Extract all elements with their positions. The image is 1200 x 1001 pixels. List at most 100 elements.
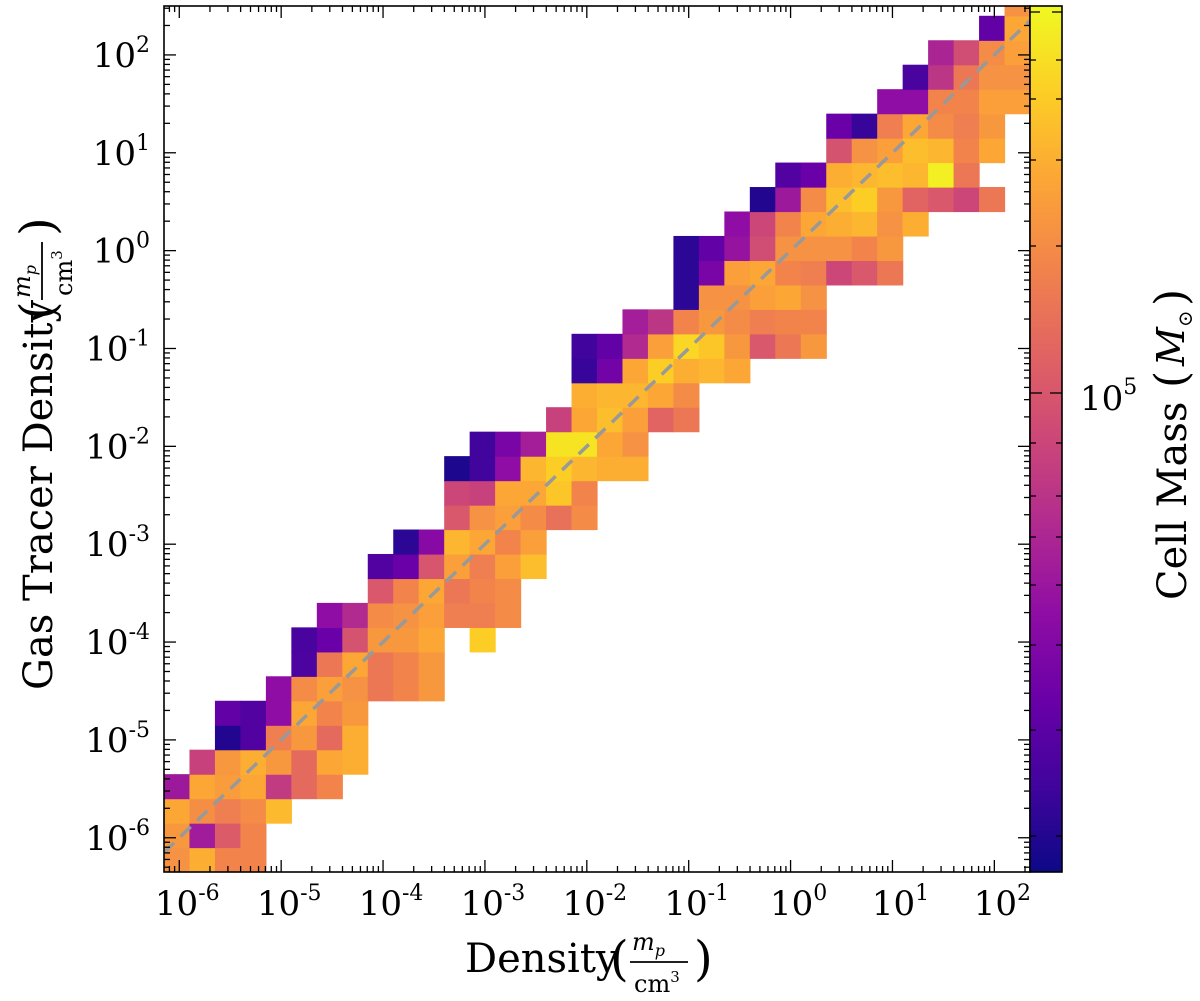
heatmap-cell: [775, 187, 802, 213]
heatmap-cell: [749, 260, 776, 286]
heatmap-cell: [622, 333, 649, 359]
heatmap-cell: [444, 529, 471, 555]
heatmap-cell: [316, 749, 343, 775]
heatmap-cell: [393, 578, 420, 604]
x-tick-label: 10-4: [359, 881, 424, 924]
heatmap-cell: [979, 138, 1006, 164]
heatmap-cell: [265, 725, 292, 751]
heatmap-cell: [520, 480, 547, 506]
heatmap-cell: [953, 162, 980, 188]
heatmap-cell: [928, 113, 955, 139]
heatmap-cell: [520, 553, 547, 580]
heatmap-cell: [877, 235, 904, 262]
heatmap-cell: [316, 651, 343, 677]
heatmap-cell: [902, 89, 929, 115]
heatmap-cell: [902, 138, 929, 164]
heatmap-cell: [928, 40, 955, 66]
heatmap-cell: [418, 651, 445, 677]
heatmap-cell: [673, 260, 700, 286]
heatmap-cell: [418, 676, 445, 702]
heatmap-cells: [164, 6, 1030, 872]
heatmap-cell: [469, 627, 496, 653]
heatmap-cell: [367, 553, 394, 580]
heatmap-cell: [775, 260, 802, 286]
heatmap-cell: [520, 431, 547, 457]
heatmap-cell: [240, 823, 267, 849]
heatmap-cell: [571, 382, 598, 408]
heatmap-cell: [775, 333, 802, 359]
heatmap-cell: [953, 187, 980, 213]
heatmap-cell: [214, 774, 242, 800]
heatmap-cell: [291, 725, 318, 751]
heatmap-cell: [826, 211, 853, 237]
heatmap-cell: [673, 284, 700, 310]
colorbar-ticks: [1030, 11, 1062, 837]
x-tick-label: 10-3: [461, 881, 526, 924]
heatmap-cell: [1004, 40, 1030, 66]
y-tick-labels: 10-6 10-5 10-4 10-3 10-2 10-1 100 101 102: [85, 33, 150, 859]
heatmap-cell: [520, 505, 547, 531]
heatmap-cell: [698, 358, 725, 384]
heatmap-cell: [673, 333, 700, 359]
heatmap-cell: [724, 284, 751, 310]
heatmap-cell: [189, 749, 216, 775]
heatmap-cell: [673, 309, 700, 335]
y-unit-numerator: mp: [8, 265, 40, 298]
heatmap-cell: [444, 480, 471, 506]
svg-text:(: (: [1146, 371, 1197, 388]
heatmap-cell: [189, 798, 216, 824]
identity-reference-line: [162, 19, 1032, 854]
heatmap-cell: [622, 407, 649, 433]
heatmap-cell: [826, 162, 853, 188]
colorbar-title: Cell Mass ( M⊙ ): [1146, 289, 1197, 600]
heatmap-cell: [265, 798, 292, 824]
heatmap-cell: [877, 113, 904, 139]
heatmap-cell: [800, 211, 827, 237]
heatmap-cell: [851, 235, 878, 262]
heatmap-cell: [775, 235, 802, 262]
heatmap-cell: [316, 774, 343, 800]
heatmap-cell: [469, 505, 496, 531]
axis-ticks: [164, 6, 1030, 872]
heatmap-cell: [647, 309, 675, 335]
heatmap-cell: [826, 187, 853, 213]
heatmap-cell: [800, 260, 827, 286]
heatmap-cell: [800, 162, 827, 188]
heatmap-cell: [622, 431, 649, 457]
heatmap-cell: [240, 700, 267, 726]
heatmap-cell: [393, 529, 420, 555]
heatmap-cell: [444, 505, 471, 531]
svg-text:(: (: [10, 301, 66, 320]
x-axis-title: Density ( mp cm3 ): [465, 928, 713, 998]
heatmap-cell: [647, 382, 675, 408]
heatmap-cell: [749, 333, 776, 359]
heatmap-cell: [393, 553, 420, 580]
heatmap-cell: [749, 187, 776, 213]
heatmap-cell: [189, 847, 216, 872]
heatmap-cell: [698, 260, 725, 286]
heatmap-cell: [240, 749, 267, 775]
heatmap-cell: [597, 333, 624, 359]
heatmap-cell: [622, 358, 649, 384]
x-tick-label: 10-2: [562, 881, 627, 924]
heatmap-cell: [291, 651, 318, 677]
heatmap-cell: [724, 309, 751, 335]
heatmap-cell: [775, 211, 802, 237]
heatmap-cell: [877, 162, 904, 188]
heatmap-cell: [469, 431, 496, 457]
x-tick-label: 10-6: [155, 881, 220, 924]
heatmap-cell: [673, 235, 700, 262]
heatmap-cell: [571, 505, 598, 531]
heatmap-cell: [342, 725, 369, 751]
heatmap-cell: [698, 284, 725, 310]
heatmap-cell: [444, 602, 471, 628]
colorbar: [1029, 5, 1063, 873]
heatmap-cell: [571, 407, 598, 433]
heatmap-cell: [775, 284, 802, 310]
heatmap-cell: [571, 480, 598, 506]
heatmap-cell: [1004, 89, 1030, 115]
heatmap-cell: [316, 676, 343, 702]
heatmap-cell: [800, 309, 827, 335]
heatmap-cell: [342, 676, 369, 702]
